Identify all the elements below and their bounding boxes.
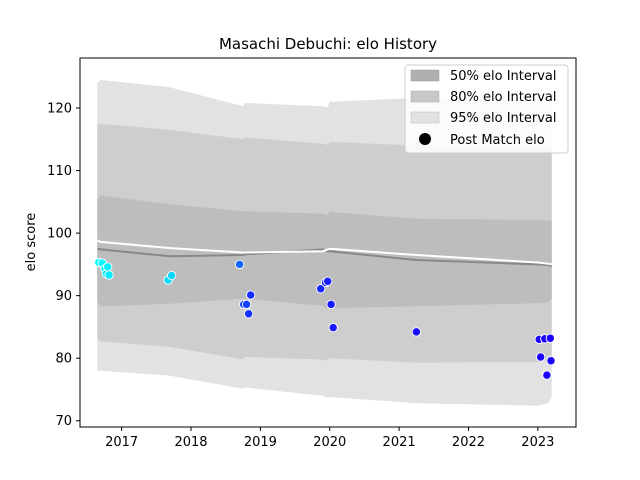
- y-tick-label: 110: [47, 164, 72, 179]
- x-tick-label: 2017: [105, 435, 138, 450]
- post-match-point: [411, 327, 422, 337]
- x-tick-label: 2021: [383, 435, 416, 450]
- interval-bands: [97, 79, 552, 406]
- post-match-point: [241, 299, 252, 310]
- chart-title: Masachi Debuchi: elo History: [219, 35, 437, 53]
- legend-label-80: 80% elo Interval: [450, 90, 557, 105]
- band-50: [97, 195, 552, 309]
- post-match-point: [316, 284, 326, 294]
- legend-label-post-match: Post Match elo: [450, 133, 545, 148]
- post-match-point: [243, 309, 254, 319]
- post-match-point: [545, 333, 555, 343]
- post-match-points: [94, 257, 556, 380]
- legend-label-50: 50% elo Interval: [450, 69, 557, 84]
- plot-frame: [79, 57, 577, 428]
- y-axis: 70 80 90 100 110 120: [47, 102, 80, 429]
- y-tick-label: 120: [47, 102, 72, 117]
- post-match-point: [542, 370, 552, 380]
- y-axis-title: elo score: [24, 213, 39, 272]
- x-tick-label: 2022: [452, 435, 485, 450]
- legend: 50% elo Interval 80% elo Interval 95% el…: [404, 64, 569, 154]
- post-match-point: [166, 270, 177, 281]
- x-tick-label: 2018: [174, 435, 207, 450]
- legend-swatch-50: [410, 69, 440, 82]
- post-match-point: [328, 322, 338, 333]
- legend-swatch-95: [410, 111, 440, 124]
- post-match-point: [104, 270, 114, 280]
- y-tick-label: 100: [47, 227, 72, 242]
- post-match-point: [323, 276, 333, 286]
- post-match-point: [546, 356, 556, 366]
- legend-label-95: 95% elo Interval: [450, 111, 557, 126]
- x-tick-label: 2020: [313, 435, 346, 450]
- legend-swatch-80: [410, 90, 440, 103]
- x-axis: 2017 2018 2019 2020 2021 2022 2023: [105, 427, 554, 450]
- elo-lines: [96, 239, 553, 268]
- legend-box: [404, 64, 569, 154]
- x-tick-label: 2023: [521, 435, 554, 450]
- post-match-point: [246, 290, 256, 300]
- y-tick-label: 80: [55, 352, 72, 367]
- post-match-point: [535, 352, 546, 362]
- post-match-point: [234, 259, 245, 270]
- post-match-point: [326, 299, 336, 310]
- y-tick-label: 90: [55, 289, 72, 304]
- post-match-point: [103, 262, 113, 272]
- x-tick-label: 2019: [244, 435, 277, 450]
- pre-match-elo-line: [96, 239, 552, 266]
- legend-marker-post-match: [419, 133, 431, 145]
- y-tick-label: 70: [55, 414, 72, 429]
